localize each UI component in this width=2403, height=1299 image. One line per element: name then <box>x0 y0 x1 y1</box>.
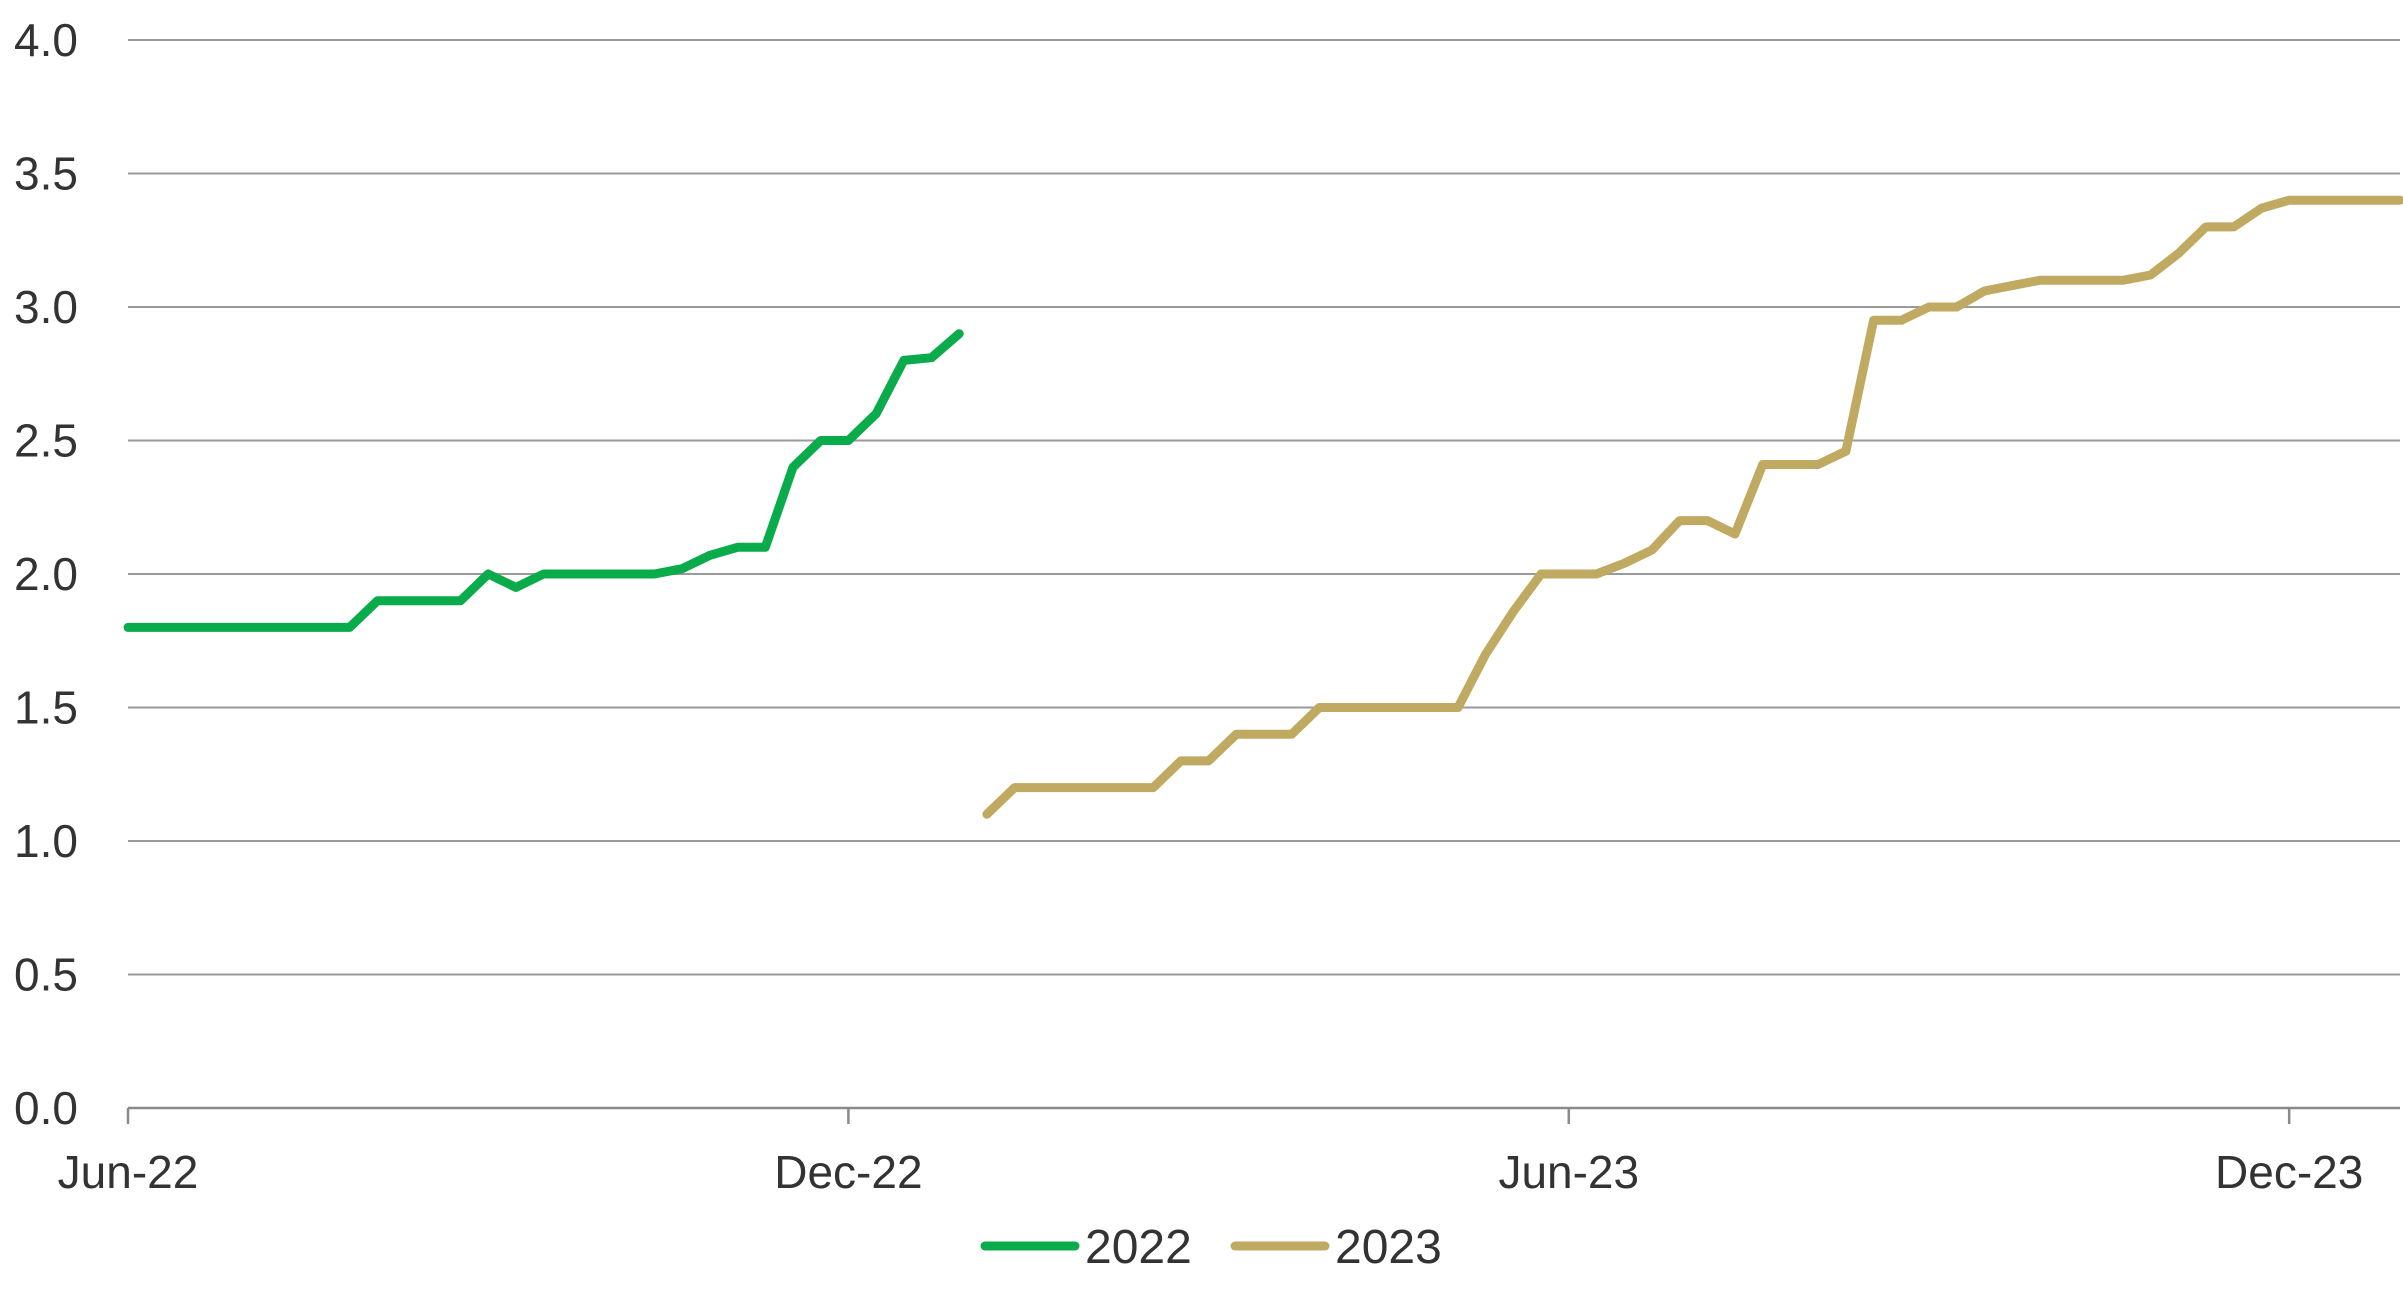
y-tick-label: 0.5 <box>14 949 78 1001</box>
legend-label: 2022 <box>1085 1221 1192 1274</box>
gridlines <box>128 39 2400 976</box>
x-tick-label: Dec-22 <box>774 1146 922 1198</box>
y-tick-label: 2.0 <box>14 548 78 600</box>
y-tick-label: 3.0 <box>14 281 78 333</box>
x-tick-label: Jun-23 <box>1498 1146 1639 1198</box>
series-line-2022 <box>123 329 964 632</box>
x-tick-label: Dec-23 <box>2215 1146 2363 1198</box>
legend-label: 2023 <box>1335 1221 1442 1274</box>
series-lines <box>123 195 2403 819</box>
y-tick-label: 1.5 <box>14 682 78 734</box>
legend: 2022 2023 <box>980 1221 1442 1274</box>
y-tick-label: 4.0 <box>14 14 78 66</box>
y-tick-label: 0.0 <box>14 1082 78 1134</box>
y-tick-label: 3.5 <box>14 148 78 200</box>
x-axis-ticks: Jun-22 Dec-22 Jun-23 Dec-23 <box>58 1108 2363 1198</box>
y-tick-label: 1.0 <box>14 815 78 867</box>
y-tick-label: 2.5 <box>14 415 78 467</box>
x-tick-label: Jun-22 <box>58 1146 199 1198</box>
series-line-2023 <box>982 195 2403 819</box>
y-axis-labels: 0.0 0.5 1.0 1.5 2.0 2.5 3.0 3.5 4.0 <box>14 14 78 1134</box>
